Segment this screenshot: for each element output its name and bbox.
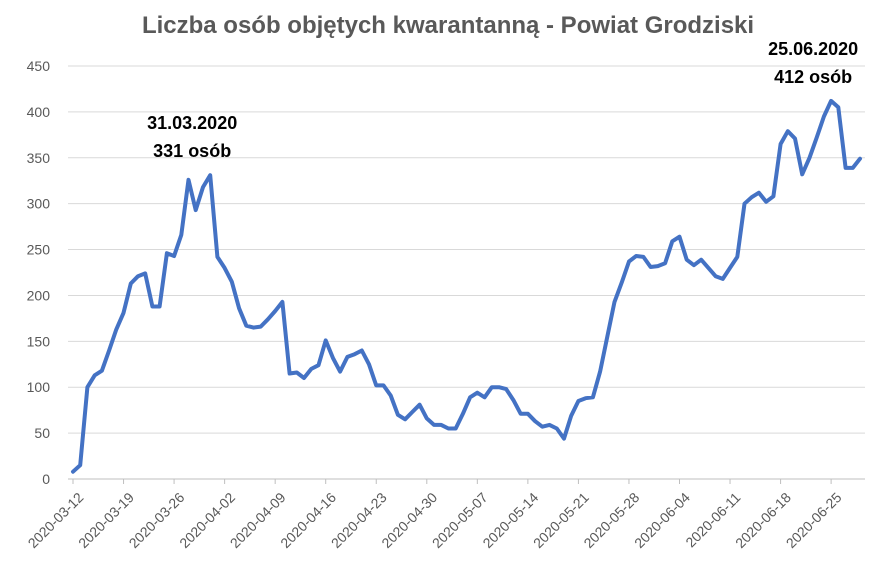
y-tick-label: 300 (27, 196, 51, 212)
chart-title: Liczba osób objętych kwarantanną - Powia… (142, 12, 754, 39)
y-tick-label: 450 (27, 58, 51, 74)
y-tick-label: 250 (27, 242, 51, 258)
y-tick-label: 100 (27, 379, 51, 395)
series-layer (71, 98, 862, 474)
y-tick-label: 400 (27, 104, 51, 120)
series-line (71, 98, 862, 474)
annotation-value: 331 osób (153, 141, 231, 161)
y-tick-label: 150 (27, 333, 51, 349)
y-tick-label: 350 (27, 150, 51, 166)
gridlines (68, 65, 865, 480)
annotation-value: 412 osób (774, 67, 852, 87)
y-tick-label: 200 (27, 287, 51, 303)
annotation-date: 25.06.2020 (768, 39, 858, 59)
x-axis-ticks: 2020-03-122020-03-192020-03-262020-04-02… (25, 479, 845, 551)
y-axis-ticks: 0 50 100 150 200 250 300 350 400 450 (27, 58, 51, 487)
y-tick-label: 50 (34, 425, 50, 441)
annotation-date: 31.03.2020 (147, 113, 237, 133)
annotations: 31.03.2020 331 osób 25.06.2020 412 osób (147, 39, 858, 161)
x-tick-label: 2020-06-25 (783, 489, 845, 551)
y-tick-label: 0 (42, 471, 50, 487)
